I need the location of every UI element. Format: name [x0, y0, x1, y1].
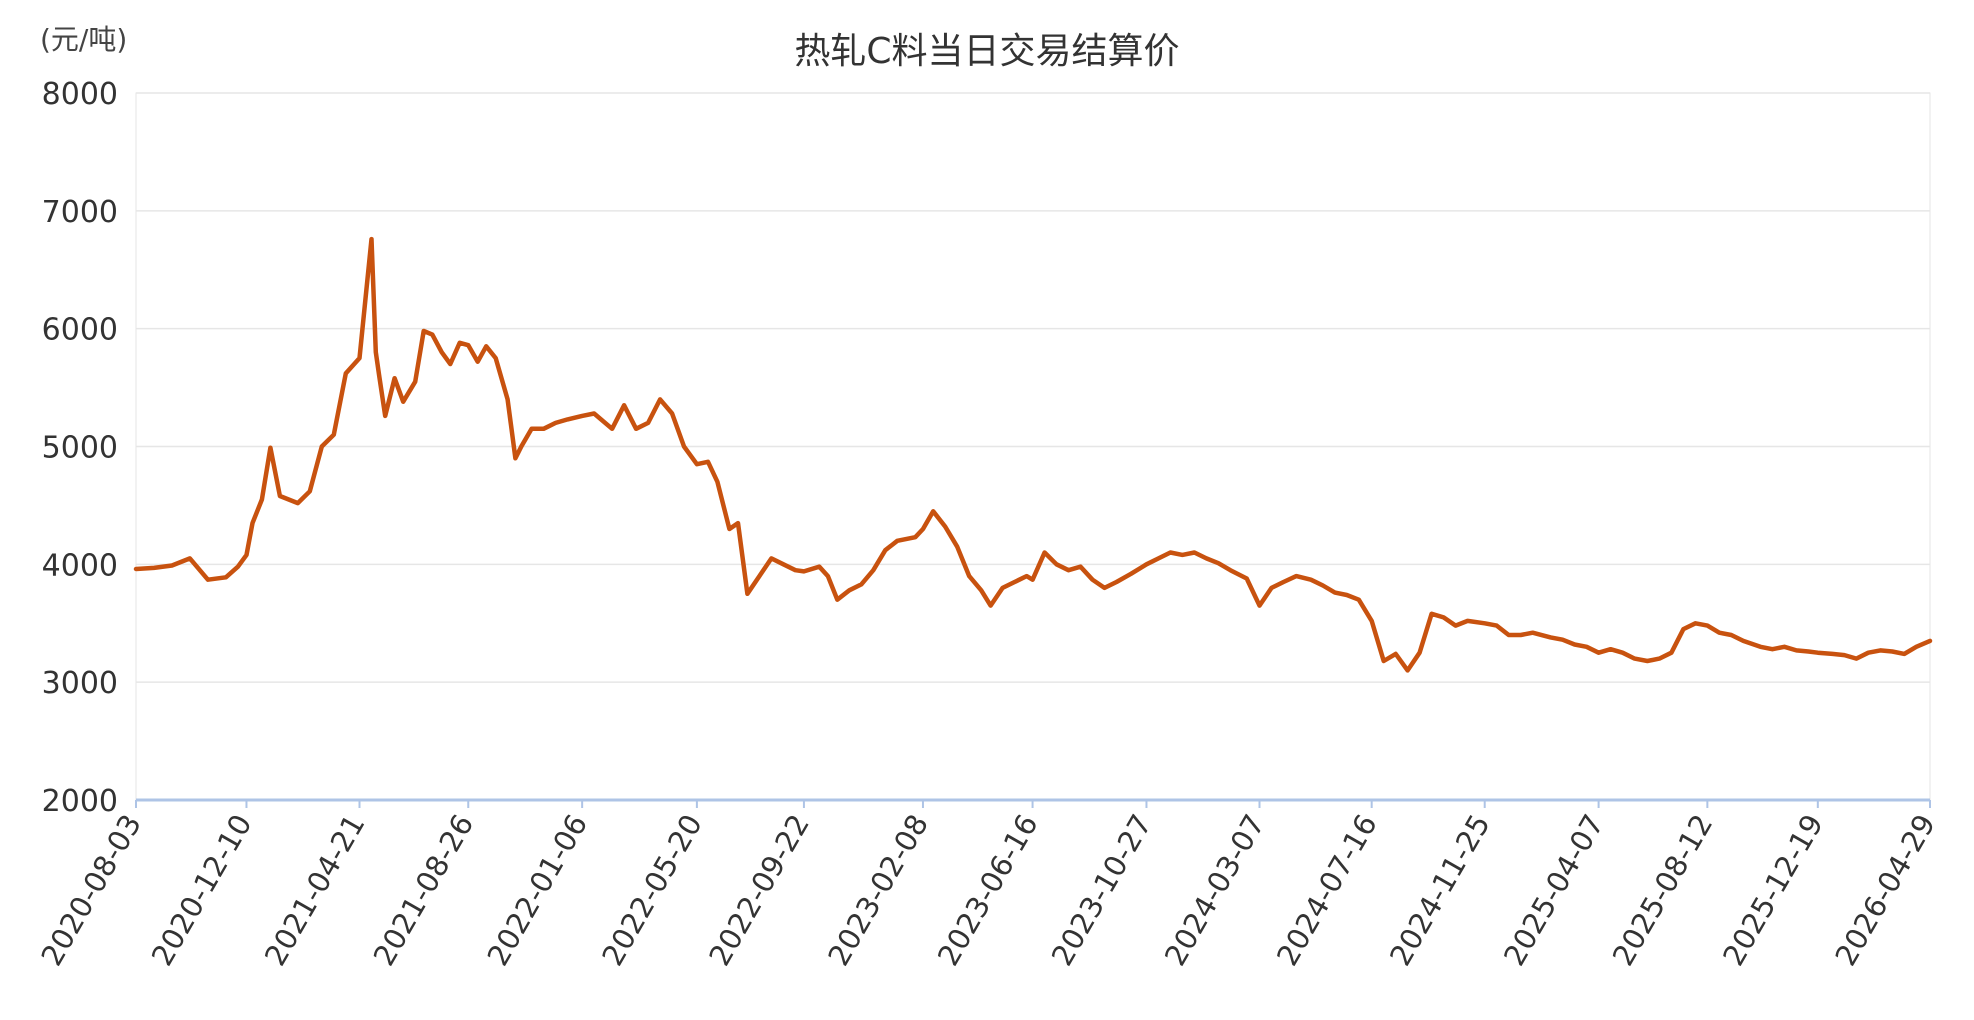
x-tick-label: 2025-08-12 [1606, 809, 1720, 972]
x-tick-label: 2023-06-16 [931, 809, 1045, 972]
x-tick-label: 2025-12-19 [1716, 809, 1830, 972]
x-tick-label: 2024-07-16 [1270, 809, 1384, 972]
x-tick-label: 2026-04-29 [1828, 809, 1942, 972]
x-tick-label: 2024-11-25 [1383, 809, 1497, 972]
x-tick-label: 2022-01-06 [480, 809, 594, 972]
y-tick-label: 4000 [42, 548, 118, 583]
y-tick-label: 2000 [42, 784, 118, 819]
x-tick-label: 2023-10-27 [1045, 809, 1159, 972]
y-tick-label: 5000 [42, 431, 118, 466]
x-tick-label: 2024-03-07 [1158, 809, 1272, 972]
y-tick-label: 7000 [42, 195, 118, 230]
price-series-line [133, 236, 1933, 673]
y-tick-label: 3000 [42, 666, 118, 701]
y-tick-label: 8000 [42, 77, 118, 112]
x-tick-label: 2022-05-20 [595, 809, 709, 972]
chart-title: 热轧C料当日交易结算价 [794, 31, 1180, 72]
x-tick-label: 2025-04-07 [1497, 809, 1611, 972]
x-tick-label: 2020-08-03 [34, 809, 148, 972]
x-tick-label: 2023-02-08 [821, 809, 935, 972]
x-tick-label: 2021-04-21 [258, 809, 372, 972]
y-axis-unit-label: (元/吨) [40, 23, 128, 56]
x-tick-label: 2020-12-10 [145, 809, 259, 972]
y-tick-label: 6000 [42, 313, 118, 348]
x-tick-label: 2021-08-26 [367, 809, 481, 972]
x-tick-label: 2022-09-22 [702, 809, 816, 972]
